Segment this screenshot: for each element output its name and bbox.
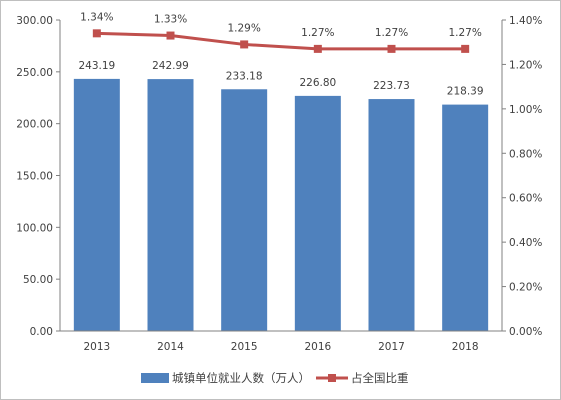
y-right-tick-label: 1.00% <box>509 104 542 116</box>
line-label-2016: 1.27% <box>301 27 334 39</box>
y-right-tick-label: 0.60% <box>509 193 542 205</box>
line-point-2015 <box>240 40 249 49</box>
line-label-2017: 1.27% <box>375 27 408 39</box>
line-point-2017 <box>387 44 396 53</box>
y-left-tick-label: 100.00 <box>16 222 53 234</box>
bar-2013 <box>73 78 120 331</box>
y-right-tick-label: 1.40% <box>509 15 542 27</box>
bar-2018 <box>442 104 489 332</box>
legend-label-bars: 城镇单位就业人数（万人） <box>172 371 310 385</box>
line-label-2013: 1.34% <box>80 11 113 23</box>
bar-label-2017: 223.73 <box>373 80 410 92</box>
y-right-tick-label: 1.20% <box>509 59 542 71</box>
bar-label-2014: 242.99 <box>152 60 189 72</box>
line-label-2015: 1.29% <box>227 22 260 34</box>
line-label-2014: 1.33% <box>154 14 187 26</box>
y-left-tick-label: 50.00 <box>23 274 53 286</box>
legend-marker-line <box>328 374 336 382</box>
bar-2016 <box>294 95 341 331</box>
bar-label-2016: 226.80 <box>299 77 336 89</box>
bar-label-2013: 243.19 <box>78 60 115 72</box>
line-point-2016 <box>313 44 322 53</box>
line-series <box>96 31 466 51</box>
y-left-tick-label: 250.00 <box>16 67 53 79</box>
x-tick-label-2014: 2014 <box>157 341 184 353</box>
line-point-2014 <box>166 31 175 40</box>
y-left-tick-label: 300.00 <box>16 15 53 27</box>
bar-label-2015: 233.18 <box>226 70 263 82</box>
legend-label-line: 占全国比重 <box>351 371 409 385</box>
y-left-tick-label: 150.00 <box>16 171 53 183</box>
bar-label-2018: 218.39 <box>447 86 484 98</box>
x-tick-label-2016: 2016 <box>304 341 331 353</box>
y-right-tick-label: 0.40% <box>509 237 542 249</box>
line-label-2018: 1.27% <box>448 27 481 39</box>
legend-swatch-bars <box>141 373 169 383</box>
y-left-tick-label: 200.00 <box>16 119 53 131</box>
y-right-tick-label: 0.80% <box>509 148 542 160</box>
line-point-2013 <box>92 29 101 38</box>
x-tick-label-2018: 2018 <box>452 341 479 353</box>
bar-2014 <box>147 79 194 331</box>
line-point-2018 <box>461 44 470 53</box>
x-tick-label-2015: 2015 <box>231 341 258 353</box>
x-tick-label-2013: 2013 <box>83 341 110 353</box>
bar-2015 <box>221 89 268 331</box>
bar-2017 <box>368 99 415 332</box>
y-right-tick-label: 0.00% <box>509 326 542 338</box>
y-right-tick-label: 0.20% <box>509 282 542 294</box>
y-left-tick-label: 0.00 <box>30 326 53 338</box>
x-tick-label-2017: 2017 <box>378 341 405 353</box>
